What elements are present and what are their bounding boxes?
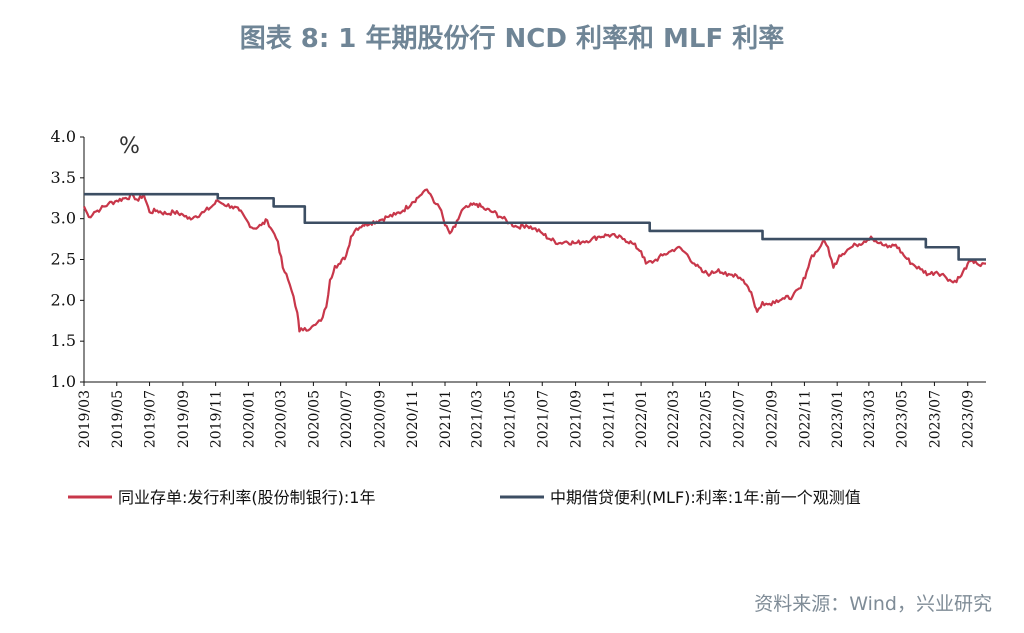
x-tick-label: 2022/11 [797,390,813,448]
y-tick-label: 4.0 [51,127,76,146]
y-tick-label: 2.0 [51,290,76,309]
x-tick-label: 2020/09 [372,390,388,448]
x-tick-label: 2019/09 [176,390,192,448]
x-tick-label: 2022/05 [699,390,715,448]
x-tick-label: 2023/01 [830,390,846,448]
x-tick-label: 2019/03 [77,390,93,448]
x-tick-label: 2021/03 [470,390,486,448]
x-tick-label: 2022/01 [634,390,650,448]
y-tick-label: 1.0 [51,372,76,391]
x-tick-label: 2020/11 [405,390,421,448]
x-tick-label: 2023/09 [961,390,977,448]
x-tick-label: 2020/01 [241,390,257,448]
x-tick-label: 2023/07 [927,390,943,448]
legend: 同业存单:发行利率(股份制银行):1年 中期借贷便利(MLF):利率:1年:前一个… [68,488,861,507]
legend-label: 同业存单:发行利率(股份制银行):1年 [118,488,375,507]
x-tick-label: 2022/03 [666,390,682,448]
axes: 1.0 1.5 2.0 2.5 3.0 3.5 4.0 % 2019/03 2019/05 2019… [51,127,986,448]
x-tick-label: 2019/07 [143,390,159,448]
x-tick-label: 2020/07 [339,390,355,448]
x-tick-label: 2021/07 [535,390,551,448]
x-tick-label: 2022/09 [765,390,781,448]
x-tick-label: 2021/09 [569,390,585,448]
x-tick-label: 2020/03 [274,390,290,448]
x-tick-label: 2019/11 [209,390,225,448]
x-tick-label: 2023/05 [895,390,911,448]
chart-title: 图表 8: 1 年期股份行 NCD 利率和 MLF 利率 [239,24,785,54]
legend-label: 中期借贷便利(MLF):利率:1年:前一个观测值 [550,488,861,507]
y-tick-label: 3.0 [51,209,76,228]
x-tick-label: 2021/01 [438,390,454,448]
mlf-rate-line [84,192,986,261]
x-tick-label: 2020/05 [306,390,322,448]
x-tick-label: 2023/03 [862,390,878,448]
x-tick-label: 2019/05 [110,390,126,448]
y-tick-label: 1.5 [51,331,76,350]
x-tick-label: 2021/05 [502,390,518,448]
y-tick-label: 2.5 [51,250,76,269]
unit-label: % [119,134,140,159]
x-tick-label: 2021/11 [601,390,617,448]
source-note: 资料来源：Wind，兴业研究 [754,593,992,615]
series-group [82,188,987,333]
x-tick-label: 2022/07 [731,390,747,448]
y-tick-label: 3.5 [51,168,76,187]
ncd-rate-line [82,188,987,333]
